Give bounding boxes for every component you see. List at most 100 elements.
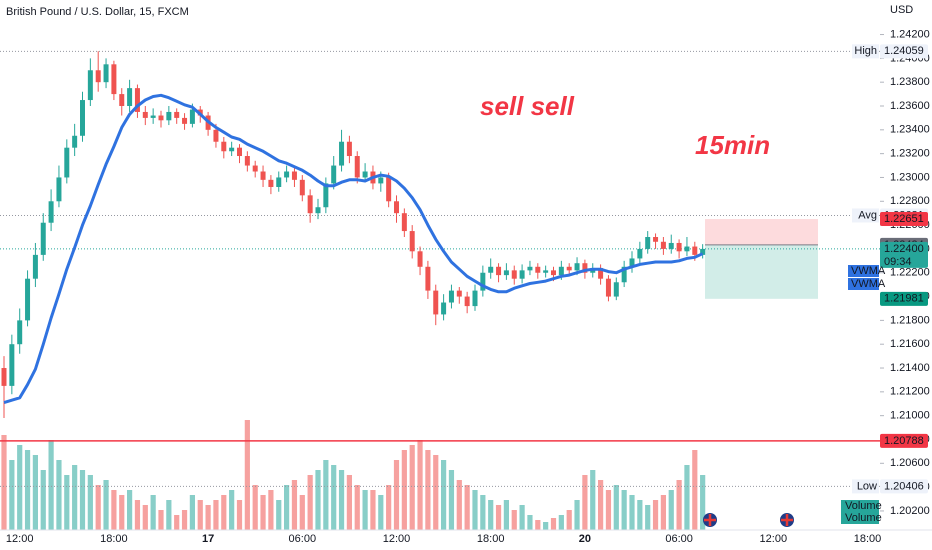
- candle-body: [480, 272, 486, 291]
- candle-body: [339, 141, 345, 166]
- volume-bar: [637, 500, 643, 530]
- candle-body: [692, 246, 698, 255]
- candle-body: [637, 248, 643, 259]
- candle-body: [456, 290, 462, 297]
- candle-body: [425, 266, 431, 291]
- volume-bar: [127, 490, 133, 530]
- candle-body: [307, 195, 313, 214]
- volume-bar: [558, 515, 564, 530]
- volume-bar: [205, 505, 211, 530]
- candle-body: [543, 270, 549, 273]
- volume-bar: [307, 475, 313, 530]
- candle-body: [401, 213, 407, 232]
- volume-bar: [64, 475, 70, 530]
- x-tick-label: 12:00: [760, 533, 788, 545]
- volume-bar: [236, 500, 243, 530]
- candle-body: [527, 266, 533, 271]
- x-tick-label: 12:00: [383, 533, 411, 545]
- candle-body: [574, 263, 580, 271]
- volume-bar: [79, 470, 86, 530]
- volume-bar: [244, 420, 250, 530]
- chart-title: British Pound / U.S. Dollar, 15, FXCM: [6, 6, 189, 18]
- candle-body: [237, 147, 242, 157]
- volume-bar: [1, 435, 7, 530]
- volume-bar: [629, 495, 635, 530]
- price-line-name: Low: [857, 480, 877, 492]
- price-line-value-box: [880, 479, 928, 494]
- volume-bar: [386, 485, 392, 530]
- x-tick-label: 18:00: [100, 533, 128, 545]
- volume-tag: Volume: [845, 500, 882, 512]
- volume-bar: [354, 485, 360, 530]
- volume-bar: [268, 490, 274, 530]
- candle-body: [464, 296, 470, 307]
- last-price-label: 1.22400: [884, 243, 924, 255]
- horizontal-line-label-box: [880, 433, 928, 448]
- volume-bar: [550, 518, 557, 530]
- candle-body: [323, 183, 329, 208]
- volume-bar: [166, 500, 172, 530]
- volume-bar: [119, 495, 125, 530]
- volume-bar: [574, 500, 580, 530]
- volume-bar: [56, 460, 62, 530]
- candle-body: [80, 100, 85, 136]
- volume-bar: [331, 465, 337, 530]
- volume-bar: [9, 460, 15, 530]
- candle-body: [72, 135, 78, 148]
- volume-bar: [519, 505, 525, 530]
- candle-body: [64, 147, 70, 178]
- y-tick-label: 1.23000: [890, 171, 930, 183]
- candle-body: [9, 344, 15, 386]
- candle-body: [621, 266, 627, 283]
- volume-bar: [174, 515, 180, 530]
- candle-body: [40, 222, 46, 255]
- volume-bar: [134, 500, 141, 530]
- volume-bar: [417, 440, 423, 530]
- volume-bar: [40, 470, 46, 530]
- x-tick-label: 18:00: [477, 533, 505, 545]
- volume-bar: [566, 510, 572, 530]
- volume-bar: [503, 500, 509, 530]
- currency: USD: [890, 4, 913, 16]
- volume-tag-box: [841, 500, 879, 512]
- flag-icon: [780, 513, 794, 527]
- volume-bar: [291, 480, 298, 530]
- target-zone: [705, 244, 818, 299]
- candle-body: [551, 270, 556, 276]
- vwma-tag-box: [848, 278, 879, 290]
- candle-body: [362, 171, 368, 178]
- y-tick-label: 1.21200: [890, 386, 930, 398]
- volume-bar: [197, 500, 203, 530]
- candle-body: [441, 302, 447, 315]
- y-tick-label: 1.20600: [890, 457, 930, 469]
- candle-body: [32, 254, 38, 279]
- candle-body: [645, 237, 651, 249]
- candle-body: [417, 251, 423, 267]
- candle-body: [629, 258, 635, 267]
- volume-bar: [645, 505, 651, 530]
- candle-body: [174, 111, 180, 118]
- candle-body: [268, 179, 274, 187]
- candle-body: [448, 290, 454, 303]
- stop-label: 1.22651: [884, 213, 924, 225]
- x-tick-label: 06:00: [289, 533, 317, 545]
- volume-bar: [95, 485, 101, 530]
- volume-bar: [621, 490, 627, 530]
- candle-body: [182, 117, 188, 124]
- candle-body: [496, 266, 502, 276]
- volume-bar: [393, 460, 400, 530]
- candle-body: [150, 115, 156, 118]
- volume-bar: [692, 450, 698, 530]
- y-tick-label: 1.23600: [890, 100, 930, 112]
- candle-body: [519, 270, 525, 279]
- candle-body: [566, 266, 572, 271]
- volume-bar: [260, 495, 266, 530]
- volume-bar: [213, 500, 219, 530]
- vwma-tag-box: [848, 265, 879, 277]
- x-tick-label: 18:00: [854, 533, 882, 545]
- candle-body: [252, 165, 258, 172]
- candle-body: [605, 278, 611, 297]
- volume-bar: [189, 495, 195, 530]
- volume-bar: [441, 460, 447, 530]
